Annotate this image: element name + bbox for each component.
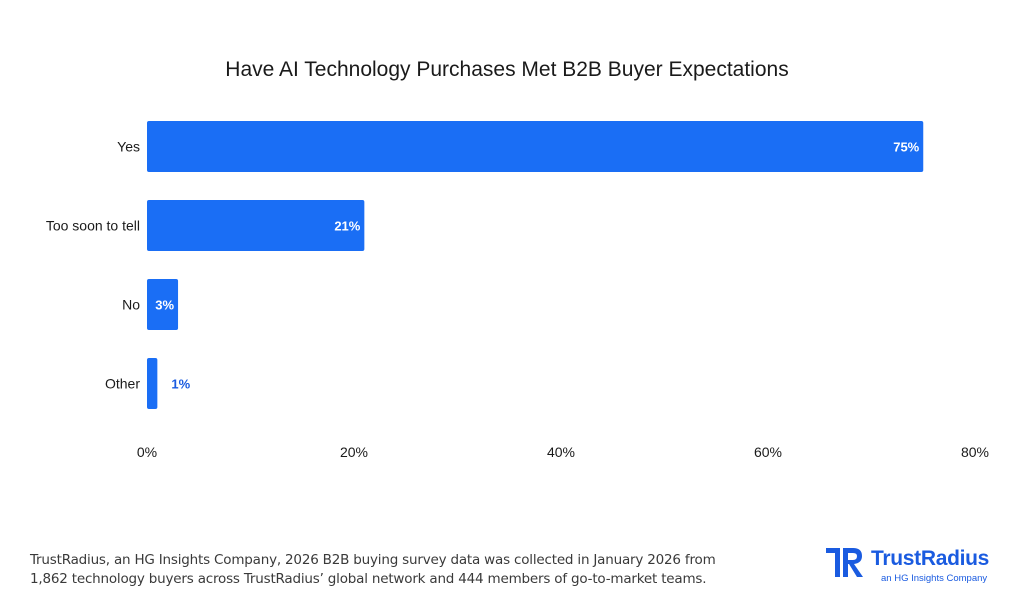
bar-too-soon-to-tell (147, 200, 365, 251)
x-tick-label: 80% (961, 444, 989, 460)
category-label: Yes (117, 139, 140, 155)
data-label: 1% (171, 377, 190, 392)
x-tick-label: 20% (340, 444, 368, 460)
x-tick-label: 0% (137, 444, 157, 460)
data-label: 3% (155, 298, 174, 313)
bar-other (147, 358, 158, 409)
category-label: Too soon to tell (46, 218, 140, 234)
category-label: Other (105, 376, 140, 392)
footnote-line-2: 1,862 technology buyers across TrustRadi… (30, 571, 707, 587)
brand-tagline: an HG Insights Company (881, 573, 988, 584)
data-label: 21% (334, 219, 360, 234)
x-tick-label: 60% (754, 444, 782, 460)
category-label: No (122, 297, 140, 313)
chart-title: Have AI Technology Purchases Met B2B Buy… (225, 58, 788, 81)
data-label: 75% (893, 140, 919, 155)
bar-no (147, 279, 179, 330)
footnote: TrustRadius, an HG Insights Company, 202… (30, 551, 750, 589)
bar-yes (147, 121, 924, 172)
brand-name: TrustRadius (871, 547, 990, 570)
brand-logo: TrustRadius an HG Insights Company (826, 546, 996, 586)
trustradius-logo-icon (826, 548, 863, 577)
footnote-line-1: TrustRadius, an HG Insights Company, 202… (30, 552, 716, 568)
x-tick-label: 40% (547, 444, 575, 460)
